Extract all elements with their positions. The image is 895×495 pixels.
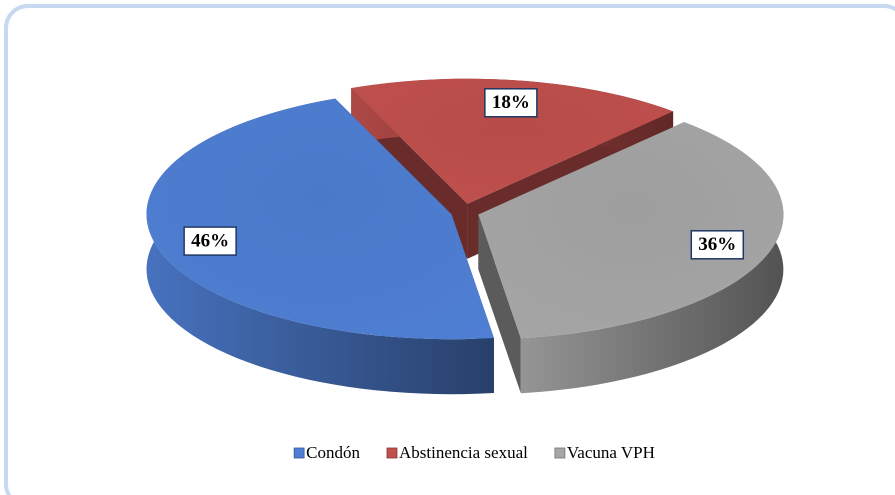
legend-swatch — [554, 447, 566, 459]
legend-label: Abstinencia sexual — [399, 443, 528, 462]
legend-swatch — [293, 447, 305, 459]
slice — [478, 122, 784, 394]
value-label: 46% — [191, 230, 229, 251]
legend-label: Condón — [306, 443, 360, 462]
slice-side — [478, 214, 521, 394]
slice-top — [146, 98, 494, 340]
value-label: 36% — [698, 234, 736, 255]
pie: 46% 18% 36% — [146, 78, 784, 395]
value-label: 18% — [492, 92, 530, 113]
value-label-box — [690, 230, 745, 260]
value-label-box — [484, 88, 538, 118]
legend: Condón Abstinencia sexual Vacuna VPH — [293, 443, 655, 462]
value-label-box — [183, 226, 237, 256]
legend-label: Vacuna VPH — [567, 443, 655, 462]
slice-top — [478, 122, 784, 339]
legend-swatch — [386, 447, 398, 459]
slice-top — [351, 78, 674, 204]
slice — [146, 98, 494, 395]
